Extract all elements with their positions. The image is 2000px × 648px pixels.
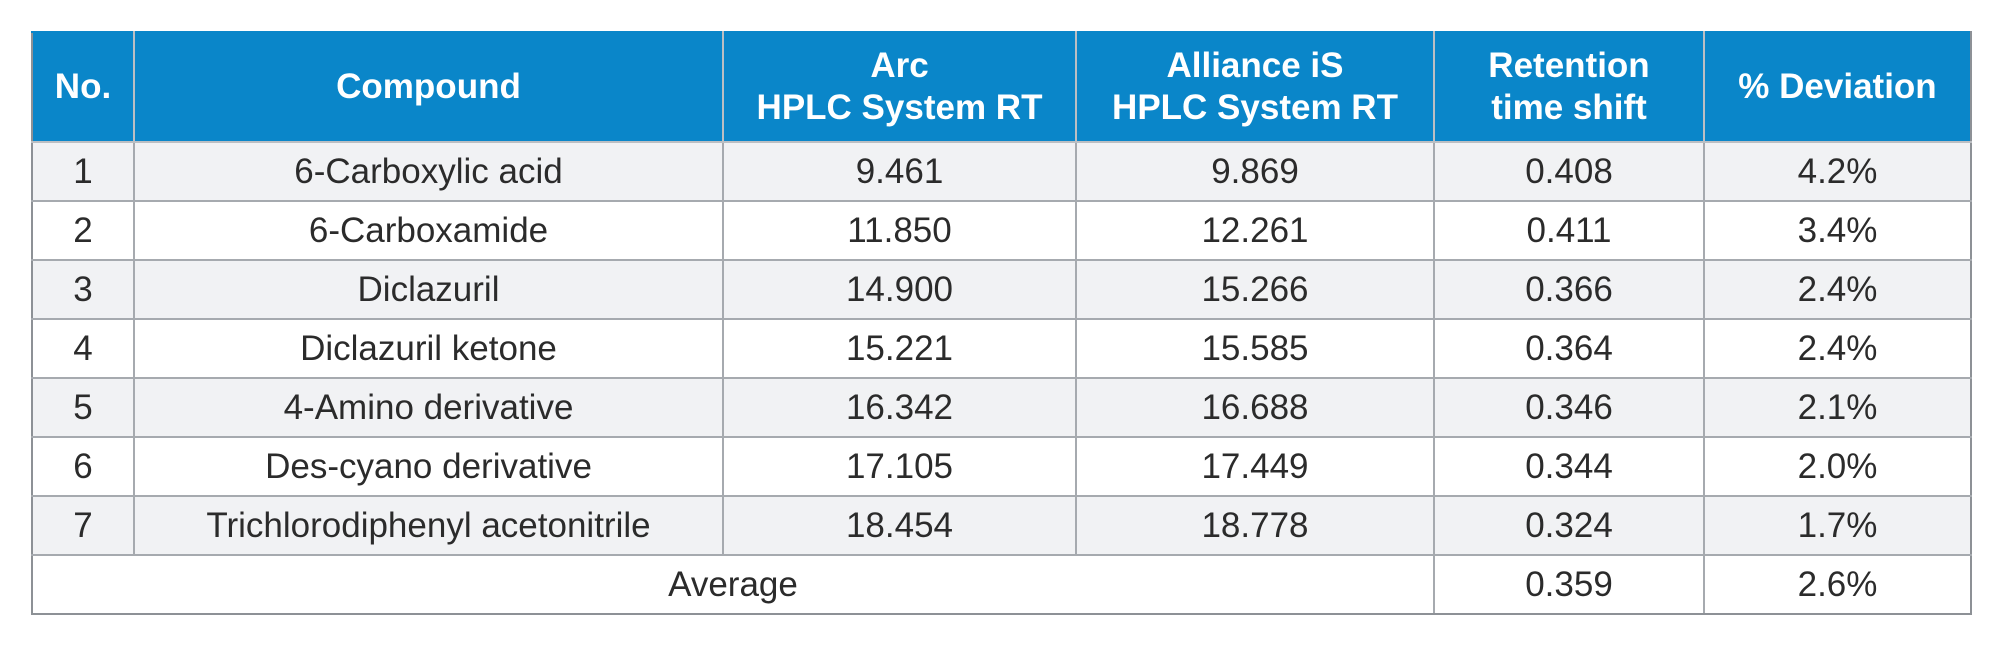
header-no: No. [31, 31, 135, 143]
cell-retention-shift: 0.324 [1433, 495, 1705, 556]
retention-time-table-container: No. Compound Arc HPLC System RT Alliance… [31, 31, 1972, 615]
table-row: 7 Trichlorodiphenyl acetonitrile 18.454 … [31, 495, 1972, 556]
cell-arc-rt: 15.221 [722, 318, 1077, 379]
table-row: 4 Diclazuril ketone 15.221 15.585 0.364 … [31, 318, 1972, 379]
cell-deviation: 2.4% [1703, 318, 1972, 379]
table-row: 2 6-Carboxamide 11.850 12.261 0.411 3.4% [31, 200, 1972, 261]
cell-alliance-rt: 17.449 [1075, 436, 1435, 497]
cell-compound: 6-Carboxamide [133, 200, 724, 261]
header-retention-shift-line1: Retention [1488, 46, 1650, 85]
header-row: No. Compound Arc HPLC System RT Alliance… [31, 31, 1972, 143]
cell-compound: 4-Amino derivative [133, 377, 724, 438]
cell-no: 5 [31, 377, 135, 438]
table-row: 5 4-Amino derivative 16.342 16.688 0.346… [31, 377, 1972, 438]
cell-no: 7 [31, 495, 135, 556]
cell-arc-rt: 14.900 [722, 259, 1077, 320]
cell-no: 3 [31, 259, 135, 320]
header-alliance-rt-line2: HPLC System RT [1112, 88, 1398, 127]
cell-alliance-rt: 15.266 [1075, 259, 1435, 320]
cell-arc-rt: 16.342 [722, 377, 1077, 438]
header-deviation: % Deviation [1703, 31, 1972, 143]
average-label: Average [31, 554, 1435, 615]
cell-alliance-rt: 12.261 [1075, 200, 1435, 261]
cell-no: 1 [31, 141, 135, 202]
cell-compound: Des-cyano derivative [133, 436, 724, 497]
header-alliance-rt-line1: Alliance iS [1166, 46, 1344, 85]
cell-compound: Trichlorodiphenyl acetonitrile [133, 495, 724, 556]
cell-retention-shift: 0.346 [1433, 377, 1705, 438]
header-retention-shift: Retention time shift [1433, 31, 1705, 143]
cell-retention-shift: 0.408 [1433, 141, 1705, 202]
cell-compound: 6-Carboxylic acid [133, 141, 724, 202]
cell-alliance-rt: 15.585 [1075, 318, 1435, 379]
header-arc-rt: Arc HPLC System RT [722, 31, 1077, 143]
cell-compound: Diclazuril [133, 259, 724, 320]
cell-no: 2 [31, 200, 135, 261]
cell-retention-shift: 0.411 [1433, 200, 1705, 261]
cell-retention-shift: 0.364 [1433, 318, 1705, 379]
cell-no: 6 [31, 436, 135, 497]
table-body: 1 6-Carboxylic acid 9.461 9.869 0.408 4.… [31, 141, 1972, 615]
table-row: 1 6-Carboxylic acid 9.461 9.869 0.408 4.… [31, 141, 1972, 202]
cell-alliance-rt: 16.688 [1075, 377, 1435, 438]
cell-retention-shift: 0.366 [1433, 259, 1705, 320]
cell-alliance-rt: 18.778 [1075, 495, 1435, 556]
header-alliance-rt: Alliance iS HPLC System RT [1075, 31, 1435, 143]
cell-no: 4 [31, 318, 135, 379]
table-header: No. Compound Arc HPLC System RT Alliance… [31, 31, 1972, 143]
header-arc-rt-line1: Arc [870, 46, 929, 85]
cell-retention-shift: 0.344 [1433, 436, 1705, 497]
cell-deviation: 2.0% [1703, 436, 1972, 497]
average-retention-shift: 0.359 [1433, 554, 1705, 615]
table-row: 6 Des-cyano derivative 17.105 17.449 0.3… [31, 436, 1972, 497]
retention-time-table: No. Compound Arc HPLC System RT Alliance… [31, 31, 1972, 615]
cell-deviation: 3.4% [1703, 200, 1972, 261]
table-row: 3 Diclazuril 14.900 15.266 0.366 2.4% [31, 259, 1972, 320]
header-retention-shift-line2: time shift [1491, 88, 1647, 127]
cell-deviation: 1.7% [1703, 495, 1972, 556]
average-deviation: 2.6% [1703, 554, 1972, 615]
cell-arc-rt: 18.454 [722, 495, 1077, 556]
header-compound: Compound [133, 31, 724, 143]
cell-deviation: 2.4% [1703, 259, 1972, 320]
cell-compound: Diclazuril ketone [133, 318, 724, 379]
cell-arc-rt: 11.850 [722, 200, 1077, 261]
cell-arc-rt: 9.461 [722, 141, 1077, 202]
cell-alliance-rt: 9.869 [1075, 141, 1435, 202]
header-arc-rt-line2: HPLC System RT [756, 88, 1043, 127]
cell-deviation: 2.1% [1703, 377, 1972, 438]
cell-deviation: 4.2% [1703, 141, 1972, 202]
average-row: Average 0.359 2.6% [31, 554, 1972, 615]
cell-arc-rt: 17.105 [722, 436, 1077, 497]
